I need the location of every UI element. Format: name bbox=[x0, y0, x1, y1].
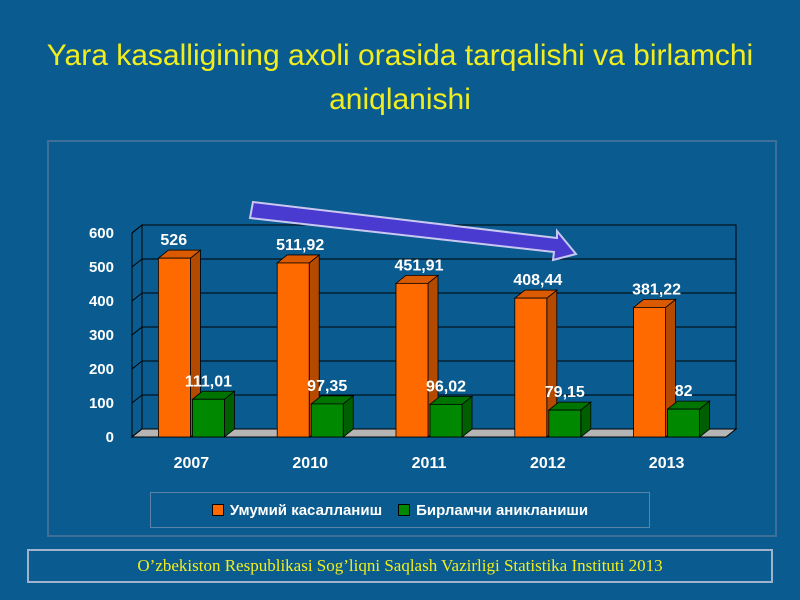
y-tick-label: 300 bbox=[89, 327, 114, 344]
data-label: 82 bbox=[675, 383, 693, 400]
gridline-side bbox=[131, 224, 143, 234]
x-tick-label: 2013 bbox=[649, 455, 685, 472]
bar-series2 bbox=[429, 403, 463, 438]
data-label: 511,92 bbox=[276, 237, 324, 254]
bar-series1 bbox=[395, 282, 429, 438]
legend-swatch-series1 bbox=[211, 504, 224, 516]
bar-series1 bbox=[514, 297, 548, 438]
legend-item-series2: Бирламчи аникланиши bbox=[398, 502, 588, 519]
bar-series2 bbox=[667, 408, 700, 438]
data-label: 526 bbox=[160, 232, 187, 249]
trend-arrow bbox=[248, 200, 578, 262]
data-label: 451,91 bbox=[395, 257, 444, 274]
gridline-side bbox=[131, 360, 143, 370]
y-tick-label: 600 bbox=[89, 225, 114, 242]
legend-item-series1: Умумий касалланиш bbox=[211, 501, 383, 519]
bar-series1 bbox=[633, 306, 666, 438]
trend-arrow-shape bbox=[248, 200, 578, 262]
gridline-side bbox=[131, 292, 143, 302]
data-label: 408,44 bbox=[513, 272, 562, 289]
y-tick-label: 500 bbox=[89, 259, 114, 276]
x-tick-label: 2007 bbox=[174, 455, 210, 472]
legend-label-series2: Бирламчи аникланиши bbox=[416, 501, 589, 519]
bar-series2 bbox=[191, 398, 225, 438]
bar-series1 bbox=[276, 262, 310, 438]
chart-legend: Умумий касалланиш Бирламчи аникланиши bbox=[150, 492, 650, 528]
y-tick-label: 100 bbox=[89, 395, 114, 412]
data-label: 79,15 bbox=[545, 384, 585, 401]
gridline-side bbox=[131, 258, 143, 268]
bar-chart: 0 100 200 300 400 500 600 526 111,01 2007 511,92 97… bbox=[89, 200, 738, 472]
data-label: 97,35 bbox=[307, 378, 347, 395]
x-tick-label: 2010 bbox=[292, 455, 328, 472]
y-tick-label: 400 bbox=[89, 293, 114, 310]
bar-series2 bbox=[310, 403, 344, 438]
legend-swatch-series2 bbox=[398, 504, 411, 516]
data-label: 96,02 bbox=[426, 378, 466, 395]
y-tick-label: 200 bbox=[89, 361, 114, 378]
data-label: 111,01 bbox=[185, 373, 232, 390]
gridline-side bbox=[131, 326, 143, 336]
bar-series2 bbox=[548, 409, 582, 438]
x-tick-label: 2011 bbox=[412, 455, 447, 472]
x-tick-label: 2012 bbox=[530, 455, 566, 472]
source-footer: O’zbekiston Respublikasi Sog’liqni Saqla… bbox=[27, 549, 773, 583]
gridline-side bbox=[131, 394, 143, 404]
chart-frame: 0 100 200 300 400 500 600 526 111,01 2007 511,92 97… bbox=[47, 140, 777, 537]
y-tick-label: 0 bbox=[106, 429, 114, 446]
bar-series1 bbox=[158, 257, 191, 438]
data-label: 381,22 bbox=[632, 281, 681, 298]
legend-label-series1: Умумий касалланиш bbox=[229, 501, 383, 519]
slide-title: Yara kasalligining axoli orasida tarqali… bbox=[46, 39, 754, 116]
